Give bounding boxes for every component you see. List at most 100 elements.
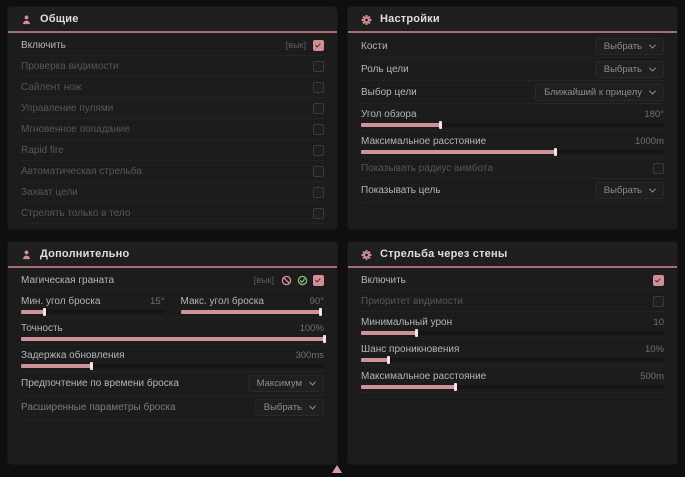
row-target-lock: Захват цели [21,182,324,203]
row-magic-grenade: Магическая граната [вык] [21,270,324,291]
row-label: Rapid fire [21,144,64,156]
target-role-select[interactable]: Выбрать [594,60,664,78]
advanced-throw-params-select[interactable]: Выбрать [254,399,324,416]
slider-value: 500m [640,370,664,382]
row-enable: Включить [вык] [21,35,324,56]
row-label: Показывать радиус аимбота [361,162,493,174]
wallbang-enable-checkbox[interactable] [653,274,664,286]
row-max-distance: Максимальное расстояние 1000m [361,131,664,158]
slider-label: Макс. угол броска [180,295,264,307]
update-delay-slider[interactable] [21,362,324,370]
slider-value: 100% [299,322,324,334]
chevron-down-icon [308,378,317,386]
min-throw-angle-slider[interactable] [21,308,165,316]
slider-thumb[interactable] [42,308,46,316]
select-value: Выбрать [603,63,642,75]
magic-grenade-checkbox[interactable] [313,274,324,286]
slider-thumb[interactable] [438,121,442,129]
row-label: Проверка видимости [21,60,119,72]
circle-x-icon[interactable] [281,275,292,286]
slider-thumb[interactable] [323,335,326,343]
row-instant-hit: Мгновенное попадание [21,119,324,140]
auto-fire-checkbox[interactable] [313,165,324,177]
panel-settings: Настройки Кости Выбрать Роль цели Выбрат… [347,6,678,230]
throw-time-preference-select[interactable]: Максимум [247,375,324,392]
row-label: Сайлент нож [21,81,82,93]
rapid-fire-checkbox[interactable] [313,144,324,156]
row-body-only: Стрелять только в тело [21,203,324,224]
row-label: Включить [21,39,66,51]
slider-value: 15° [150,295,165,307]
accuracy-slider[interactable] [21,335,326,343]
slider-thumb[interactable] [318,308,322,316]
slider-label: Максимальное расстояние [361,370,487,382]
slider-label: Шанс проникновения [361,343,460,355]
row-label: Мгновенное попадание [21,123,130,135]
chevron-down-icon [308,402,317,410]
max-throw-angle-slider[interactable] [180,308,324,316]
slider-value: 180° [644,108,664,120]
row-fov: Угол обзора 180° [361,104,664,131]
visibility-check-checkbox[interactable] [313,60,324,72]
chevron-down-icon [648,87,657,95]
fov-slider[interactable] [361,121,664,129]
slider-thumb[interactable] [553,148,557,156]
chevron-down-icon [648,64,657,72]
row-label: Магическая граната [21,274,115,286]
max-distance-slider[interactable] [361,148,664,156]
slider-thumb[interactable] [387,356,391,364]
gear-icon [361,14,372,25]
slider-label: Минимальный урон [361,316,453,328]
wallbang-max-distance-slider[interactable] [361,383,664,391]
max-throw-angle-block: Макс. угол броска 90° [180,294,324,317]
min-throw-angle-block: Мин. угол броска 15° [21,294,165,317]
min-damage-slider[interactable] [361,329,664,337]
row-update-delay: Задержка обновления 300ms [21,345,324,372]
panel-additional-body: Магическая граната [вык] Мин. угол броск… [8,268,337,420]
body-only-checkbox[interactable] [313,207,324,219]
slider-value: 10% [644,343,664,355]
enable-checkbox[interactable] [313,39,324,51]
slider-thumb[interactable] [453,383,457,391]
bullet-control-checkbox[interactable] [313,102,324,114]
select-value: Ближайший к прицелу [544,86,642,98]
triangle-up-icon [332,465,342,473]
check-icon [314,276,321,283]
chevron-down-icon [648,185,657,193]
slider-value: 1000m [634,135,664,147]
person-icon [21,249,32,260]
row-target-role: Роль цели Выбрать [361,58,664,81]
slider-label: Максимальное расстояние [361,135,487,147]
keybind-label: [вык] [253,275,274,285]
row-label: Приоритет видимости [361,295,464,307]
row-label: Предпочтение по времени броска [21,378,179,389]
target-lock-checkbox[interactable] [313,186,324,198]
slider-thumb[interactable] [89,362,93,370]
circle-check-icon[interactable] [297,275,308,286]
row-label: Включить [361,274,406,286]
select-value: Максимум [256,378,302,389]
slider-value: 90° [309,295,324,307]
bones-select[interactable]: Выбрать [594,37,664,55]
row-label: Захват цели [21,186,78,198]
select-value: Выбрать [603,40,642,52]
row-label: Роль цели [361,63,409,75]
row-wallbang-max-distance: Максимальное расстояние 500m [361,366,664,393]
row-label: Расширенные параметры броска [21,402,176,413]
visibility-priority-checkbox[interactable] [653,295,664,307]
target-selection-select[interactable]: Ближайший к прицелу [535,83,664,101]
instant-hit-checkbox[interactable] [313,123,324,135]
slider-label: Задержка обновления [21,349,125,361]
panel-wallbang-body: Включить Приоритет видимости Минимальный… [348,268,677,393]
panel-settings-body: Кости Выбрать Роль цели Выбрать Выбор це… [348,33,677,203]
show-target-select[interactable]: Выбрать [594,182,664,199]
slider-thumb[interactable] [414,329,418,337]
row-accuracy: Точность 100% [21,318,326,345]
penetration-chance-slider[interactable] [361,356,664,364]
show-aimbot-radius-checkbox[interactable] [653,162,664,174]
silent-knife-checkbox[interactable] [313,81,324,93]
row-penetration-chance: Шанс проникновения 10% [361,339,664,366]
panel-general-body: Включить [вык] Проверка видимости Сайлен… [8,33,337,224]
slider-label: Мин. угол броска [21,295,101,307]
panel-general-header: Общие [8,7,337,33]
